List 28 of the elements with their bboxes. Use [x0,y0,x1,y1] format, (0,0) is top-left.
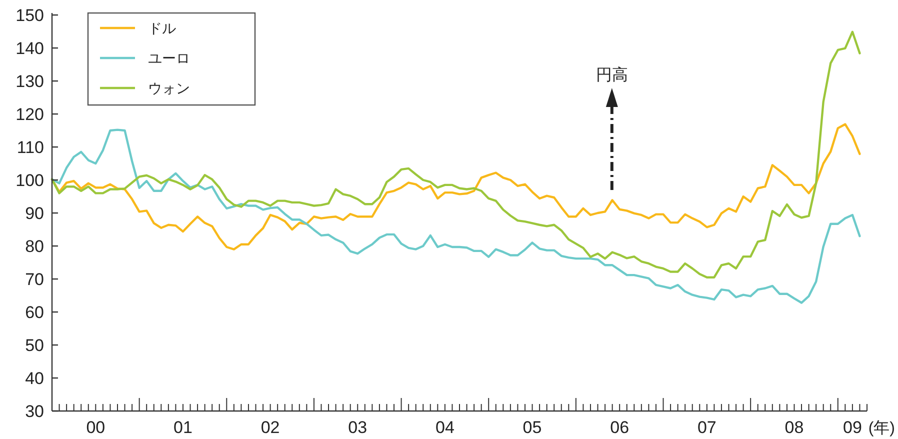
x-tick-label: 08 [784,418,804,437]
x-tick-label: 00 [86,418,106,437]
y-tick-label: 70 [25,270,44,289]
y-tick-label: 120 [16,105,44,124]
y-tick-label: 80 [25,237,44,256]
y-tick-label: 100 [16,171,44,190]
x-tick-label: 02 [260,418,280,437]
x-tick-label: 04 [435,418,454,437]
legend-label: ユーロ [148,50,190,66]
annotation: 円高 [596,66,628,84]
y-tick-label: 90 [25,204,44,223]
x-tick-label: 07 [697,418,716,437]
x-tick-label: 03 [348,418,368,437]
x-tick-label: 09 [842,418,862,437]
legend-label: ウォン [148,80,190,96]
y-tick-label: 130 [16,72,44,91]
x-tick-label: 06 [610,418,630,437]
y-tick-label: 30 [25,402,44,421]
y-tick-label: 140 [16,39,44,58]
y-tick-label: 60 [25,303,44,322]
x-axis-title: (年) [868,420,895,437]
y-tick-label: 40 [25,369,44,388]
legend-label: ドル [148,20,176,36]
y-tick-label: 50 [25,336,44,355]
y-tick-label: 150 [16,6,44,25]
x-tick-label: 05 [522,418,542,437]
y-tick-label: 110 [16,138,44,157]
x-tick-label: 01 [174,418,192,437]
